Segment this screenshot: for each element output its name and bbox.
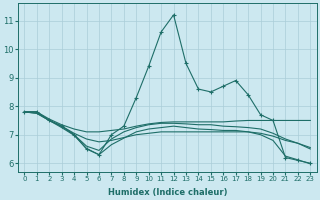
X-axis label: Humidex (Indice chaleur): Humidex (Indice chaleur) [108,188,227,197]
